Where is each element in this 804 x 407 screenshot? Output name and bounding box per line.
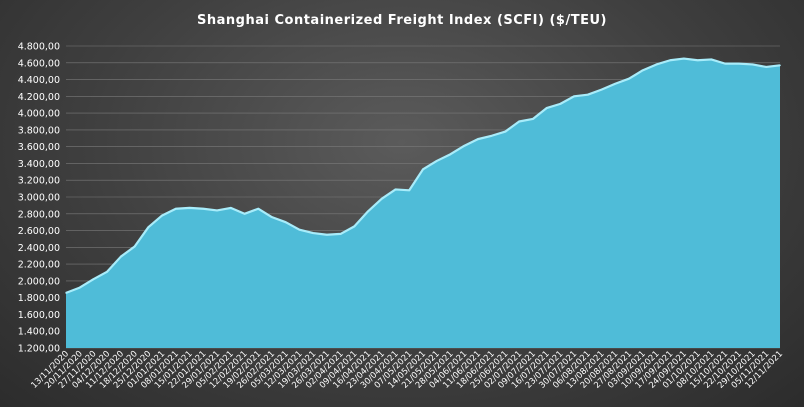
data-point xyxy=(312,232,314,234)
y-tick-label: 4.800,00 xyxy=(18,42,60,53)
y-tick-label: 3.000,00 xyxy=(18,193,60,204)
data-point xyxy=(765,66,768,68)
y-tick-label: 3.600,00 xyxy=(18,142,60,153)
data-point xyxy=(573,95,575,98)
y-tick-label: 3.400,00 xyxy=(18,159,60,170)
y-tick-label: 4.000,00 xyxy=(18,109,60,120)
data-point xyxy=(367,210,369,213)
y-tick-label: 4.600,00 xyxy=(18,58,60,69)
data-point xyxy=(188,207,191,209)
data-point xyxy=(394,188,397,191)
data-point xyxy=(710,58,713,61)
data-point xyxy=(133,245,136,248)
y-axis: 1.200,00 1.400,00 1.600,00 1.800,00 2.000,00… xyxy=(18,42,60,355)
area-fill xyxy=(66,58,780,348)
data-point xyxy=(408,189,411,192)
data-point xyxy=(738,62,740,65)
y-tick-label: 1.800,00 xyxy=(18,293,60,304)
data-point xyxy=(696,59,699,62)
data-point xyxy=(229,207,232,209)
data-point xyxy=(92,278,95,281)
data-point xyxy=(243,212,246,215)
data-point xyxy=(216,209,218,212)
data-point xyxy=(724,62,726,65)
data-point xyxy=(559,103,562,105)
data-point xyxy=(669,59,671,62)
y-tick-label: 1.400,00 xyxy=(18,327,60,338)
data-point xyxy=(751,63,754,66)
y-tick-label: 2.400,00 xyxy=(18,243,60,254)
chart-title: Shanghai Containerized Freight Index (SC… xyxy=(197,13,607,28)
data-point xyxy=(504,130,507,133)
data-point xyxy=(600,88,603,91)
data-point xyxy=(298,228,301,231)
data-point xyxy=(518,120,520,123)
data-point xyxy=(532,118,534,120)
y-tick-label: 2.200,00 xyxy=(18,260,60,271)
data-point xyxy=(65,292,67,294)
data-point xyxy=(284,221,287,223)
data-point xyxy=(78,286,81,289)
data-point xyxy=(435,160,438,162)
data-point xyxy=(271,216,273,218)
data-point xyxy=(202,207,205,210)
y-tick-label: 1.600,00 xyxy=(18,310,60,321)
data-point xyxy=(628,77,630,80)
area-series xyxy=(65,57,781,348)
data-point xyxy=(339,233,342,235)
y-tick-label: 2.800,00 xyxy=(18,209,60,220)
data-point xyxy=(147,226,150,228)
data-point xyxy=(449,153,452,156)
data-point xyxy=(586,93,589,96)
data-point xyxy=(353,225,356,228)
data-point xyxy=(683,57,685,60)
data-point xyxy=(257,207,260,210)
data-point xyxy=(326,233,328,236)
data-point xyxy=(545,107,548,109)
data-point xyxy=(120,255,122,258)
data-point xyxy=(381,197,383,200)
y-tick-label: 1.200,00 xyxy=(18,344,60,355)
data-point xyxy=(161,214,163,217)
data-point xyxy=(655,63,658,66)
data-point xyxy=(490,134,493,137)
data-point xyxy=(641,69,644,72)
y-tick-label: 3.800,00 xyxy=(18,125,60,136)
data-point xyxy=(422,168,424,171)
data-point xyxy=(477,138,479,140)
data-point xyxy=(463,145,465,147)
y-tick-label: 2.600,00 xyxy=(18,226,60,237)
data-point xyxy=(779,64,781,67)
y-tick-label: 4.200,00 xyxy=(18,92,60,103)
data-point xyxy=(106,270,108,273)
y-tick-label: 2.000,00 xyxy=(18,276,60,287)
data-point xyxy=(614,82,617,85)
y-tick-label: 3.200,00 xyxy=(18,176,60,187)
x-axis: 13/11/202020/11/202027/11/202004/12/2020… xyxy=(29,349,785,391)
data-point xyxy=(175,207,177,210)
y-tick-label: 4.400,00 xyxy=(18,75,60,86)
